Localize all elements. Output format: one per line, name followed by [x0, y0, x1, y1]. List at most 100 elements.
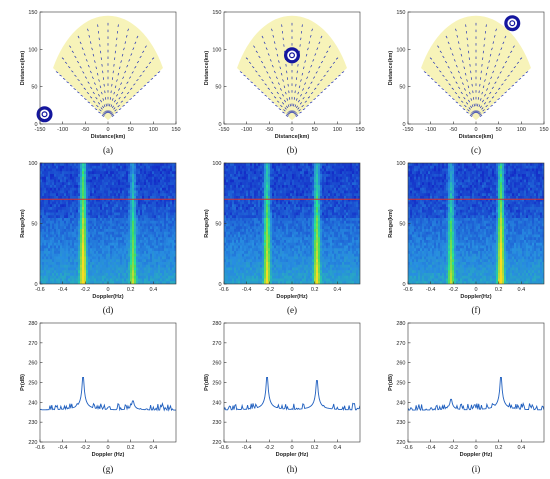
heatmap-cell	[64, 226, 67, 230]
heatmap-cell	[142, 281, 145, 284]
heatmap-cell	[148, 198, 151, 202]
heatmap-cell	[118, 267, 121, 271]
current-vector	[455, 28, 457, 32]
heatmap-cell	[106, 190, 109, 194]
heatmap-cell	[96, 253, 99, 257]
heatmap-cell	[334, 163, 337, 167]
heatmap-cell	[94, 275, 97, 279]
heatmap-cell	[106, 215, 109, 219]
heatmap-cell	[306, 187, 309, 191]
heatmap-cell	[84, 201, 87, 205]
heatmap-cell	[164, 251, 167, 255]
heatmap-cell	[88, 281, 91, 284]
heatmap-cell	[174, 215, 176, 219]
current-vector	[74, 55, 77, 59]
heatmap-cell	[152, 273, 155, 277]
heatmap-cell	[108, 256, 111, 260]
x-axis-label: Distance(km)	[91, 134, 126, 140]
heatmap-cell	[326, 174, 329, 178]
heatmap-cell	[154, 259, 157, 263]
heatmap-cell	[64, 201, 67, 205]
heatmap-cell	[268, 190, 271, 194]
heatmap-cell	[112, 168, 115, 172]
heatmap-cell	[64, 198, 67, 202]
heatmap-cell	[300, 204, 303, 208]
heatmap-cell	[70, 251, 73, 255]
current-vector	[492, 70, 495, 74]
heatmap-cell	[142, 240, 145, 244]
heatmap-cell	[94, 278, 97, 282]
heatmap-cell	[110, 215, 113, 219]
heatmap-cell	[58, 215, 61, 219]
heatmap-cell	[58, 242, 61, 246]
heatmap-cell	[254, 179, 257, 183]
heatmap-cell	[166, 273, 169, 277]
heatmap-cell	[234, 163, 237, 167]
heatmap-cell	[250, 171, 253, 175]
heatmap-cell	[66, 259, 69, 263]
current-vector	[485, 104, 488, 108]
current-vector	[102, 113, 105, 116]
heatmap-cell	[304, 204, 307, 208]
heatmap-cell	[62, 204, 65, 208]
heatmap-cell	[150, 281, 153, 284]
heatmap-cell	[308, 171, 311, 175]
heatmap-cell	[264, 196, 267, 200]
heatmap-cell	[118, 275, 121, 279]
current-vector	[287, 104, 290, 108]
heatmap-cell	[174, 174, 176, 178]
heatmap-cell	[300, 171, 303, 175]
heatmap-cell	[148, 245, 151, 249]
heatmap-cell	[314, 190, 317, 194]
heatmap-cell	[152, 207, 155, 211]
heatmap-cell	[304, 176, 307, 180]
panel-c: -150 -100 -50 0 50 100 150050100150Distance(km…	[388, 10, 549, 155]
heatmap-cell	[136, 262, 139, 266]
heatmap-cell	[144, 270, 147, 274]
heatmap-cell	[72, 190, 75, 194]
heatmap-cell	[156, 204, 159, 208]
heatmap-cell	[112, 275, 115, 279]
heatmap-cell	[144, 190, 147, 194]
heatmap-cell	[320, 209, 323, 213]
heatmap-cell	[120, 259, 123, 263]
heatmap-cell	[156, 218, 159, 222]
heatmap-cell	[154, 262, 157, 266]
current-vector	[444, 91, 448, 94]
current-vector	[271, 81, 274, 84]
heatmap-cell	[146, 267, 149, 271]
heatmap-cell	[54, 234, 57, 238]
heatmap-cell	[342, 193, 345, 197]
heatmap-cell	[120, 237, 123, 241]
heatmap-cell	[140, 259, 143, 263]
heatmap-cell	[146, 174, 149, 178]
heatmap-cell	[138, 278, 141, 282]
heatmap-cell	[56, 278, 59, 282]
heatmap-cell	[64, 179, 67, 183]
heatmap-cell	[158, 215, 161, 219]
heatmap-cell	[134, 234, 137, 238]
heatmap-cell	[302, 176, 305, 180]
heatmap-cell	[50, 256, 53, 260]
heatmap-cell	[282, 174, 285, 178]
heatmap-cell	[50, 185, 53, 189]
heatmap-cell	[354, 196, 357, 200]
heatmap-cell	[46, 231, 49, 235]
heatmap-cell	[94, 273, 97, 277]
heatmap-cell	[114, 187, 117, 191]
heatmap-cell	[48, 218, 51, 222]
heatmap-cell	[102, 174, 105, 178]
heatmap-cell	[100, 196, 103, 200]
heatmap-cell	[354, 187, 357, 191]
current-vector	[312, 59, 315, 62]
heatmap-cell	[154, 165, 157, 169]
heatmap-cell	[48, 223, 51, 227]
heatmap-cell	[358, 187, 360, 191]
heatmap-cell	[98, 165, 101, 169]
heatmap-cell	[174, 168, 176, 172]
heatmap-cell	[122, 212, 125, 216]
heatmap-cell	[304, 198, 307, 202]
current-vector	[275, 47, 277, 51]
current-vector	[494, 91, 498, 95]
heatmap-cell	[90, 281, 93, 284]
